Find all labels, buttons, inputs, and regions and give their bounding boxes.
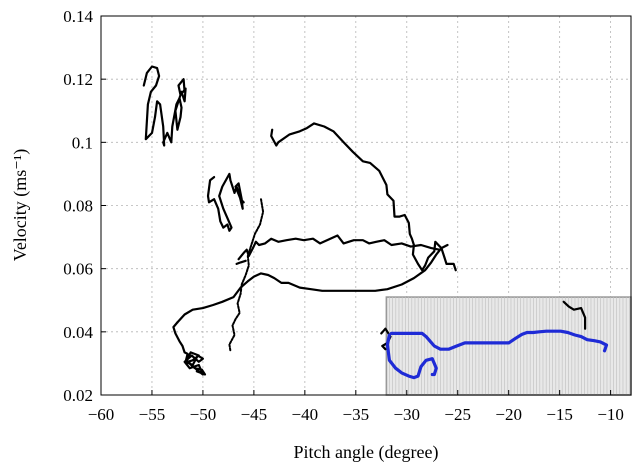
y-tick-label: 0.14 <box>63 7 93 26</box>
x-tick-label: −45 <box>241 405 268 424</box>
trajectory-line-1 <box>206 172 245 232</box>
x-axis-ticks: −60 −55 −50 −45 −40 −35 −30 −25 −20 −15 −10 <box>88 390 624 424</box>
data-series <box>142 65 609 380</box>
x-tick-label: −30 <box>393 405 420 424</box>
y-tick-label: 0.08 <box>63 197 93 216</box>
x-tick-label: −55 <box>139 405 166 424</box>
y-axis-label: Velocity (ms⁻¹) <box>10 149 31 261</box>
highlight-line-10 <box>389 329 609 353</box>
x-tick-label: −25 <box>444 405 471 424</box>
x-tick-label: −50 <box>190 405 217 424</box>
y-tick-label: 0.04 <box>63 323 93 342</box>
trajectory-line-4 <box>176 243 449 324</box>
y-tick-label: 0.06 <box>63 260 93 279</box>
trajectory-line-2 <box>270 122 457 272</box>
trajectory-line-6 <box>235 259 247 265</box>
y-tick-label: 0.1 <box>72 133 93 152</box>
inset-panel <box>385 296 632 396</box>
y-tick-label: 0.12 <box>63 70 93 89</box>
x-tick-label: −10 <box>597 405 624 424</box>
trajectory-line-0 <box>142 65 187 147</box>
trajectory-line-3 <box>237 234 441 261</box>
x-axis-label: Pitch angle (degree) <box>294 442 439 463</box>
trajectory-line-9 <box>562 300 587 330</box>
x-tick-label: −20 <box>495 405 522 424</box>
x-tick-label: −60 <box>88 405 115 424</box>
x-tick-label: −35 <box>343 405 370 424</box>
x-tick-label: −15 <box>546 405 573 424</box>
highlight-line-11 <box>385 333 438 380</box>
trajectory-line-5 <box>172 321 207 376</box>
trajectory-line-7 <box>228 198 265 352</box>
y-tick-label: 0.02 <box>63 386 93 405</box>
x-tick-label: −40 <box>292 405 319 424</box>
y-axis-ticks: 0.02 0.04 0.06 0.08 0.1 0.12 0.14 <box>63 7 106 405</box>
